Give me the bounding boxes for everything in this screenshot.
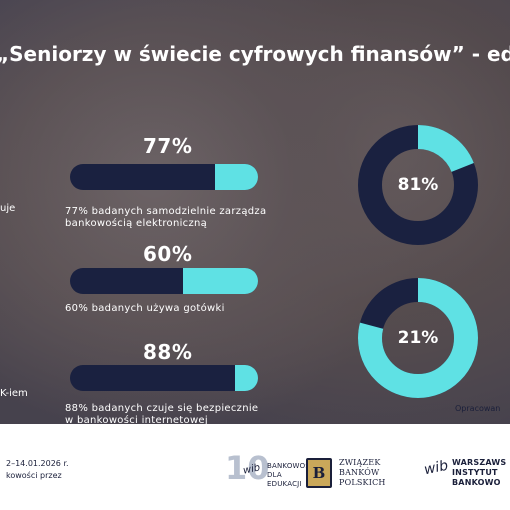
- donut-2-label: 21%: [397, 328, 439, 348]
- logo-zbp-line1: ZWIĄZEK: [339, 458, 381, 467]
- logo-zbp-line3: POLSKICH: [339, 478, 386, 487]
- stat-1-caption-line1: 77% badanych samodzielnie zarządza: [65, 206, 267, 217]
- source-note: Opracowan: [455, 404, 501, 413]
- stat-2-caption: 60% badanych używa gotówki: [65, 303, 225, 314]
- donut-chart-2: [358, 278, 478, 398]
- stat-3-caption-line1: 88% badanych czuje się bezpiecznie: [65, 403, 259, 414]
- stat-3-progress-bar: [70, 365, 258, 391]
- logo-wib-text: WARSZAWS INSTYTUT BANKOWO: [452, 458, 506, 488]
- stat-3-percent: 88%: [143, 340, 193, 364]
- logo-10-line1: BANKOWOŚCI: [267, 462, 318, 470]
- donut-2-highlight: [358, 278, 478, 398]
- stat-3-progress-fill: [235, 365, 258, 391]
- stat-2-progress-bar: [70, 268, 258, 294]
- stat-2-progress-fill: [182, 268, 258, 294]
- stat-1-progress-bar: [70, 164, 258, 190]
- left-fragment-uje: uje: [0, 203, 16, 214]
- stat-1-percent: 77%: [143, 134, 193, 158]
- logo-zbp-text: ZWIĄZEK BANKÓW POLSKICH: [339, 458, 386, 488]
- logo-zbp-line2: BANKÓW: [339, 468, 380, 477]
- logo-zbp: B ZWIĄZEK BANKÓW POLSKICH: [306, 456, 416, 496]
- wib-script-icon: wib: [422, 457, 450, 479]
- donut-1-highlight: [358, 125, 478, 245]
- logo-wib: wib WARSZAWS INSTYTUT BANKOWO: [422, 456, 510, 496]
- logo-10-years: 10 wib BANKOWOŚCI DLA EDUKACJI: [215, 449, 317, 490]
- donut-chart-1: [358, 125, 478, 245]
- logo-wib-line3: BANKOWO: [452, 478, 501, 487]
- donut-1-label: 81%: [397, 175, 439, 195]
- infographic-title: „Seniorzy w świecie cyfrowych finansów” …: [0, 42, 510, 66]
- footer-left-line1: 2–14.01.2026 r.: [6, 459, 69, 468]
- stat-2-percent: 60%: [143, 242, 193, 266]
- left-fragment-k-iem: K-iem: [0, 388, 28, 399]
- stat-1-caption-line2: bankowością elektroniczną: [65, 218, 208, 229]
- logo-wib-line1: WARSZAWS: [452, 458, 507, 467]
- footer-band: [0, 424, 510, 510]
- stat-3-caption: 88% badanych czuje się bezpiecznie w ban…: [65, 403, 258, 427]
- stat-1-caption: 77% badanych samodzielnie zarządza banko…: [65, 206, 266, 230]
- logo-wib-line2: INSTYTUT: [452, 468, 498, 477]
- logo-10-mark: 10: [225, 449, 270, 487]
- zbp-emblem-icon: B: [306, 458, 332, 488]
- logo-10-text: BANKOWOŚCI DLA EDUKACJI: [267, 462, 317, 489]
- stat-3-caption-line2: w bankowości internetowej: [65, 415, 208, 426]
- footer-left-line2: kowości przez: [6, 471, 62, 480]
- logo-10-line2: DLA EDUKACJI: [267, 471, 302, 488]
- stat-1-progress-fill: [214, 164, 258, 190]
- footer-left-text: 2–14.01.2026 r. kowości przez: [6, 458, 69, 482]
